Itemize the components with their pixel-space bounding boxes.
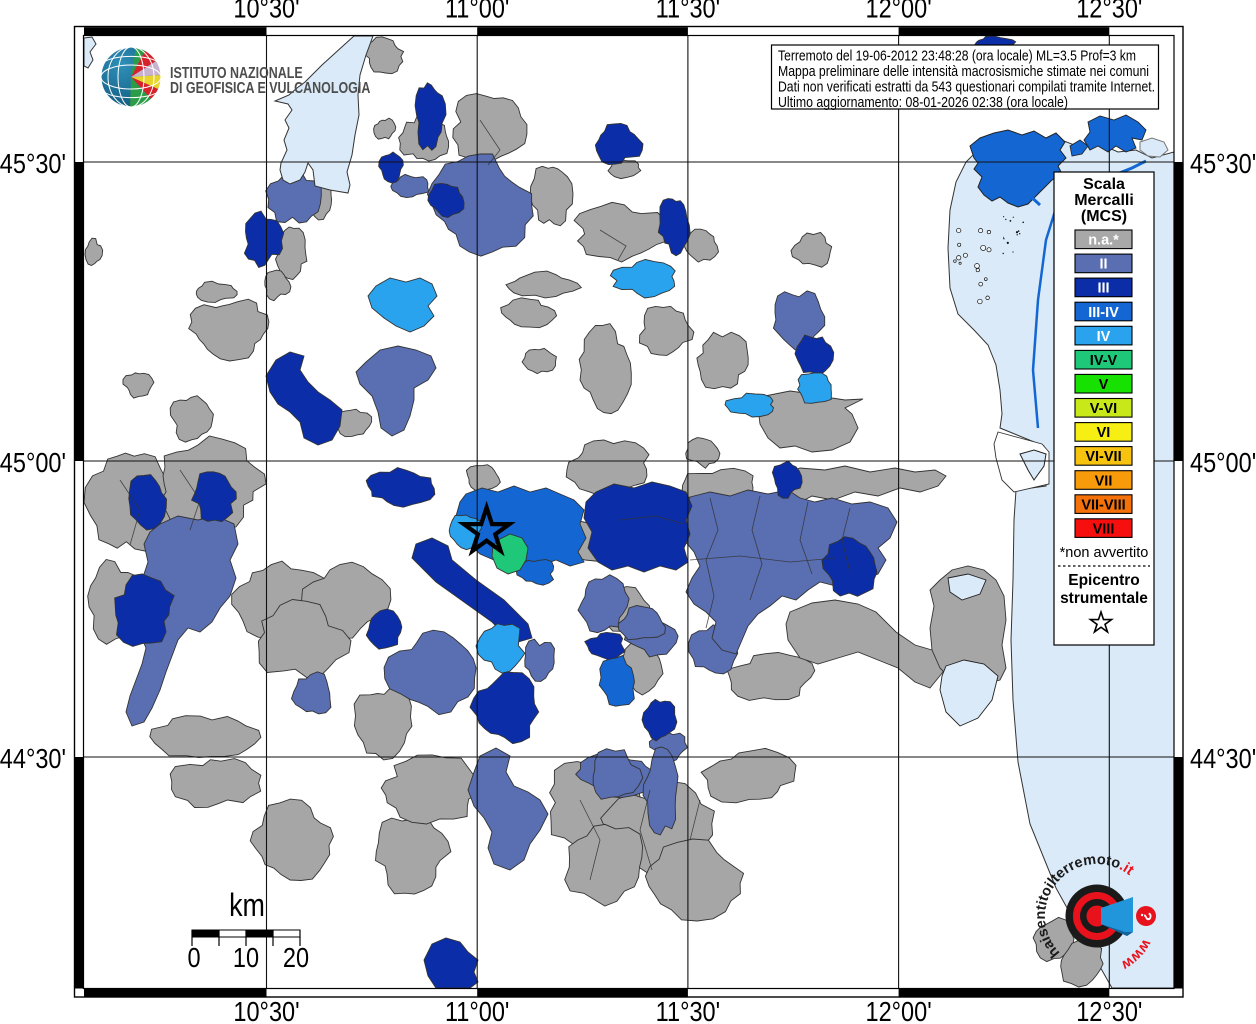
svg-text:?: ? xyxy=(1136,910,1154,922)
svg-text:VIII: VIII xyxy=(1093,521,1115,537)
svg-text:II: II xyxy=(1099,257,1107,273)
svg-text:V-VI: V-VI xyxy=(1090,401,1117,417)
svg-text:11°00': 11°00' xyxy=(445,997,509,1024)
svg-text:11°00': 11°00' xyxy=(445,0,509,24)
svg-text:45°30': 45°30' xyxy=(1190,149,1256,179)
svg-text:Epicentro: Epicentro xyxy=(1068,572,1139,589)
svg-text:0: 0 xyxy=(187,943,200,973)
svg-text:45°30': 45°30' xyxy=(0,149,66,179)
svg-text:12°00': 12°00' xyxy=(866,0,932,24)
svg-text:(MCS): (MCS) xyxy=(1081,208,1127,225)
svg-text:45°00': 45°00' xyxy=(1190,448,1256,478)
svg-text:km: km xyxy=(229,888,265,924)
svg-text:VII: VII xyxy=(1095,473,1113,489)
svg-text:VII-VIII: VII-VIII xyxy=(1081,497,1125,513)
svg-text:12°30': 12°30' xyxy=(1076,0,1142,24)
svg-text:III: III xyxy=(1097,281,1109,297)
svg-text:*non avvertito: *non avvertito xyxy=(1060,545,1149,561)
svg-text:ISTITUTO NAZIONALE: ISTITUTO NAZIONALE xyxy=(170,65,303,83)
svg-text:VI: VI xyxy=(1097,425,1111,441)
svg-text:Terremoto del 19-06-2012 23:48: Terremoto del 19-06-2012 23:48:28 (ora l… xyxy=(778,47,1136,64)
svg-text:44°30': 44°30' xyxy=(1190,744,1256,774)
svg-text:IV: IV xyxy=(1097,329,1111,345)
svg-text:10°30': 10°30' xyxy=(233,0,299,24)
svg-text:n.a.*: n.a.* xyxy=(1088,233,1119,249)
svg-text:V: V xyxy=(1099,377,1109,393)
svg-text:10: 10 xyxy=(233,943,259,973)
svg-text:10°30': 10°30' xyxy=(233,997,299,1024)
svg-text:III-IV: III-IV xyxy=(1088,305,1119,321)
svg-text:VI-VII: VI-VII xyxy=(1085,449,1121,465)
svg-text:Mappa preliminare delle intens: Mappa preliminare delle intensità macros… xyxy=(778,63,1149,80)
svg-text:Mercalli: Mercalli xyxy=(1074,192,1134,209)
svg-text:Dati non verificati estratti d: Dati non verificati estratti da 543 ques… xyxy=(778,79,1155,96)
svg-text:12°30': 12°30' xyxy=(1076,997,1142,1024)
svg-text:IV-V: IV-V xyxy=(1090,353,1118,369)
svg-text:strumentale: strumentale xyxy=(1060,590,1148,607)
svg-text:Scala: Scala xyxy=(1083,176,1125,193)
svg-text:44°30': 44°30' xyxy=(0,744,66,774)
svg-text:11°30': 11°30' xyxy=(656,0,720,24)
svg-text:20: 20 xyxy=(283,943,309,973)
svg-text:45°00': 45°00' xyxy=(0,448,66,478)
svg-text:Ultimo aggiornamento: 08-01-20: Ultimo aggiornamento: 08-01-2026 02:38 (… xyxy=(778,94,1068,111)
svg-text:DI GEOFISICA E VULCANOLOGIA: DI GEOFISICA E VULCANOLOGIA xyxy=(170,80,370,98)
svg-text:12°00': 12°00' xyxy=(866,997,932,1024)
svg-text:11°30': 11°30' xyxy=(656,997,720,1024)
